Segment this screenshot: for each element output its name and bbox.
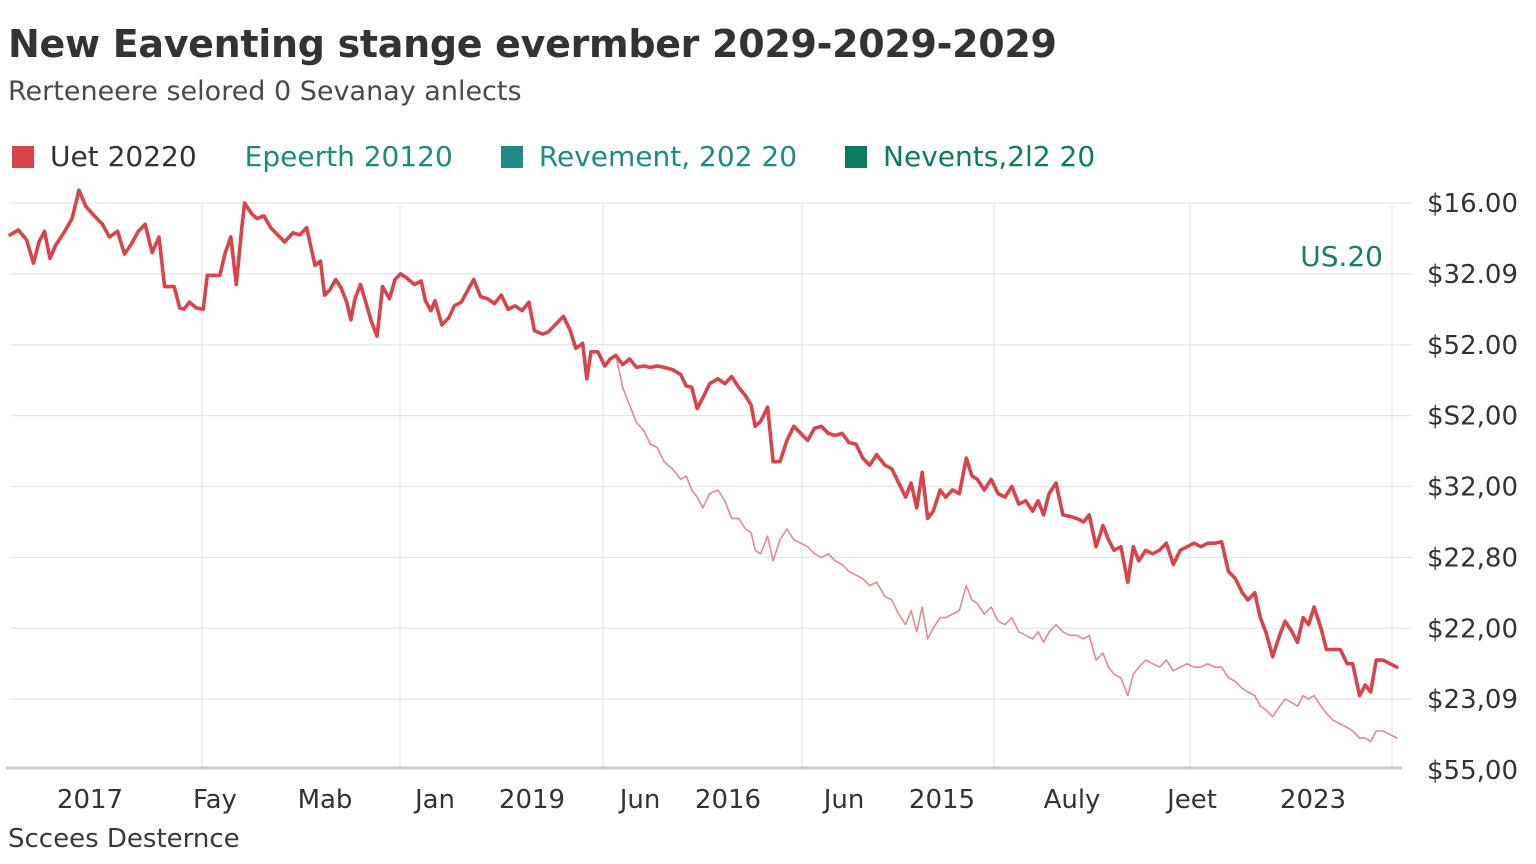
x-tick-label: Auly: [1044, 785, 1101, 815]
chart-legend: Uet 20220 Epeerth 20120 Revement, 202 20 Ne…: [12, 140, 1143, 173]
y-tick-label: $32,00: [1427, 473, 1518, 503]
legend-label: Epeerth 20120: [244, 140, 453, 173]
legend-item: Epeerth 20120: [245, 140, 453, 173]
y-tick-label: $55,00: [1427, 756, 1518, 786]
y-axis: $16.00 $32.09 $52.00 $S2,00 $32,00 $22,80 $22,…: [1427, 189, 1518, 786]
x-tick-label: 2015: [909, 785, 975, 815]
x-tick-label: Jun: [822, 785, 865, 815]
y-tick-label: $52.00: [1427, 331, 1518, 361]
x-axis: 2017 Fay Mab Jan 2019 Jun 2016 Jun 2015 Auly Jeet 2…: [6, 766, 1402, 815]
legend-label: Uet 20220: [50, 140, 197, 173]
y-tick-label: $22,80: [1427, 543, 1518, 573]
chart-title: New Eaventing stange evermber 2029-2029-…: [8, 22, 1057, 66]
x-tick-label: 2019: [499, 785, 565, 815]
legend-swatch: [500, 145, 523, 168]
series-layer: [8, 188, 1399, 743]
y-tick-label: $22,00: [1427, 614, 1518, 644]
legend-swatch: [12, 145, 34, 168]
chart-subtitle: Rerteneere selored 0 Sevanay anlects: [8, 76, 522, 107]
y-tick-label: $16.00: [1427, 189, 1518, 219]
y-tick-label: $S2,00: [1427, 402, 1518, 432]
x-tick-label: 2017: [57, 785, 123, 815]
x-tick-label: Jan: [413, 785, 455, 815]
source-note: Sccees Desternce: [8, 824, 240, 854]
x-tick-label: 2023: [1280, 785, 1346, 815]
x-tick-label: Jeet: [1165, 785, 1217, 815]
y-tick-label: $32.09: [1427, 260, 1518, 290]
series-line-main: [8, 188, 1399, 698]
x-tick-label: Jun: [618, 785, 661, 815]
legend-item: Revement, 202 20: [500, 140, 798, 173]
annotation-label: US.20: [1300, 240, 1383, 273]
legend-swatch: [845, 145, 868, 168]
x-tick-label: 2016: [695, 785, 761, 815]
legend-label: Revement, 202 20: [538, 140, 798, 173]
series-line-secondary: [615, 354, 1398, 743]
y-tick-label: $23,09: [1427, 685, 1518, 715]
legend-item: Nevents,2l2 20: [845, 140, 1095, 173]
legend-label: Nevents,2l2 20: [883, 140, 1096, 173]
gridlines: [10, 202, 1412, 770]
x-tick-label: Fay: [193, 785, 237, 815]
x-tick-label: Mab: [298, 785, 353, 815]
legend-item: Uet 20220: [12, 140, 197, 173]
